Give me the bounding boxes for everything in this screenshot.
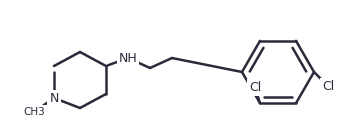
Text: N: N bbox=[49, 92, 59, 105]
Text: CH3: CH3 bbox=[23, 107, 45, 117]
Text: Cl: Cl bbox=[249, 81, 261, 94]
Text: Cl: Cl bbox=[322, 79, 334, 92]
Text: NH: NH bbox=[119, 52, 138, 65]
